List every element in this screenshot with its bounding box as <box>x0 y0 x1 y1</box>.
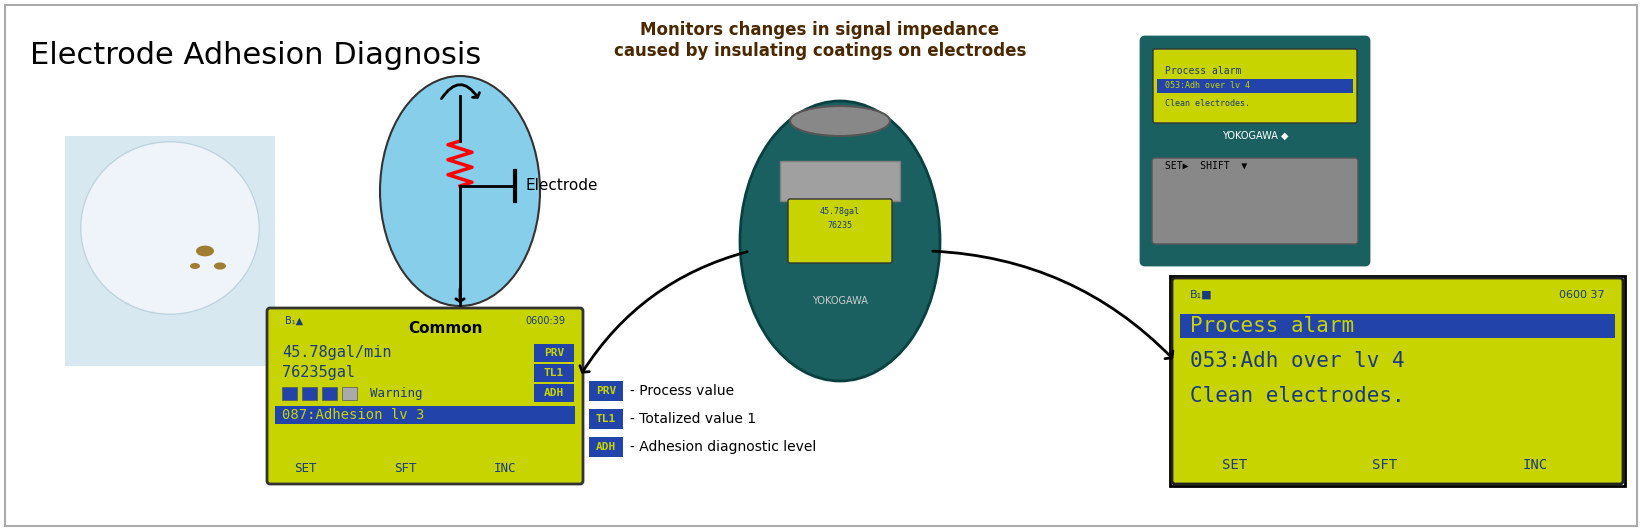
Text: 45.78gal/min: 45.78gal/min <box>282 346 391 361</box>
FancyBboxPatch shape <box>788 199 892 263</box>
FancyBboxPatch shape <box>1153 158 1358 244</box>
FancyBboxPatch shape <box>534 344 575 362</box>
FancyBboxPatch shape <box>322 387 337 400</box>
Text: YOKOGAWA: YOKOGAWA <box>813 296 869 306</box>
Text: - Adhesion diagnostic level: - Adhesion diagnostic level <box>631 440 816 454</box>
Text: - Process value: - Process value <box>631 384 734 398</box>
FancyBboxPatch shape <box>589 437 622 457</box>
FancyBboxPatch shape <box>780 161 900 201</box>
Text: PRV: PRV <box>544 348 565 358</box>
Text: B₁▲: B₁▲ <box>286 316 304 326</box>
FancyBboxPatch shape <box>589 381 622 401</box>
Text: YOKOGAWA ◆: YOKOGAWA ◆ <box>1222 131 1289 141</box>
Text: SFT: SFT <box>1373 458 1397 472</box>
Text: 087:Adhesion lv 3: 087:Adhesion lv 3 <box>282 408 424 422</box>
Text: TL1: TL1 <box>544 368 565 378</box>
Text: 45.78gal: 45.78gal <box>819 207 860 216</box>
Text: Common: Common <box>407 321 483 336</box>
FancyBboxPatch shape <box>302 387 317 400</box>
Text: TL1: TL1 <box>596 414 616 424</box>
Text: ADH: ADH <box>544 388 565 398</box>
Text: Clean electrodes.: Clean electrodes. <box>1166 98 1250 107</box>
Ellipse shape <box>195 246 213 256</box>
Text: 76235gal: 76235gal <box>282 365 355 381</box>
FancyBboxPatch shape <box>5 5 1637 526</box>
Ellipse shape <box>379 76 540 306</box>
FancyBboxPatch shape <box>274 315 575 333</box>
Text: ADH: ADH <box>596 442 616 452</box>
FancyBboxPatch shape <box>1172 278 1622 484</box>
Text: - Totalized value 1: - Totalized value 1 <box>631 412 755 426</box>
Text: SET: SET <box>294 463 317 475</box>
Text: 053:Adh over lv 4: 053:Adh over lv 4 <box>1166 81 1250 90</box>
FancyBboxPatch shape <box>1141 37 1369 265</box>
Text: Warning: Warning <box>369 387 422 399</box>
Text: SET: SET <box>1222 458 1248 472</box>
Text: INC: INC <box>494 463 516 475</box>
FancyBboxPatch shape <box>66 136 274 366</box>
FancyBboxPatch shape <box>534 364 575 382</box>
Ellipse shape <box>213 262 227 270</box>
Text: Electrode Adhesion Diagnosis: Electrode Adhesion Diagnosis <box>30 41 481 70</box>
Text: PRV: PRV <box>596 386 616 396</box>
Ellipse shape <box>190 263 200 269</box>
Ellipse shape <box>741 101 939 381</box>
Text: Process alarm: Process alarm <box>1190 316 1355 336</box>
FancyBboxPatch shape <box>274 406 575 424</box>
FancyBboxPatch shape <box>282 387 297 400</box>
FancyBboxPatch shape <box>1153 49 1356 123</box>
Text: 0600:39: 0600:39 <box>525 316 565 326</box>
Text: Clean electrodes.: Clean electrodes. <box>1190 386 1404 406</box>
FancyBboxPatch shape <box>342 387 356 400</box>
Text: Electrode: Electrode <box>525 178 598 193</box>
Text: 0600 37: 0600 37 <box>1560 290 1604 300</box>
Text: SFT: SFT <box>394 463 417 475</box>
Ellipse shape <box>790 106 890 136</box>
Text: SET▶  SHIFT  ▼: SET▶ SHIFT ▼ <box>1166 161 1248 171</box>
Text: B₁■: B₁■ <box>1190 290 1213 300</box>
FancyBboxPatch shape <box>1181 314 1616 338</box>
FancyBboxPatch shape <box>589 409 622 429</box>
Text: Process alarm: Process alarm <box>1166 66 1241 76</box>
Text: 76235: 76235 <box>828 221 852 230</box>
FancyBboxPatch shape <box>268 308 583 484</box>
Ellipse shape <box>80 142 259 314</box>
FancyBboxPatch shape <box>1158 79 1353 93</box>
Text: INC: INC <box>1522 458 1547 472</box>
Text: 053:Adh over lv 4: 053:Adh over lv 4 <box>1190 351 1404 371</box>
Text: Monitors changes in signal impedance
caused by insulating coatings on electrodes: Monitors changes in signal impedance cau… <box>614 21 1026 60</box>
FancyBboxPatch shape <box>534 384 575 402</box>
